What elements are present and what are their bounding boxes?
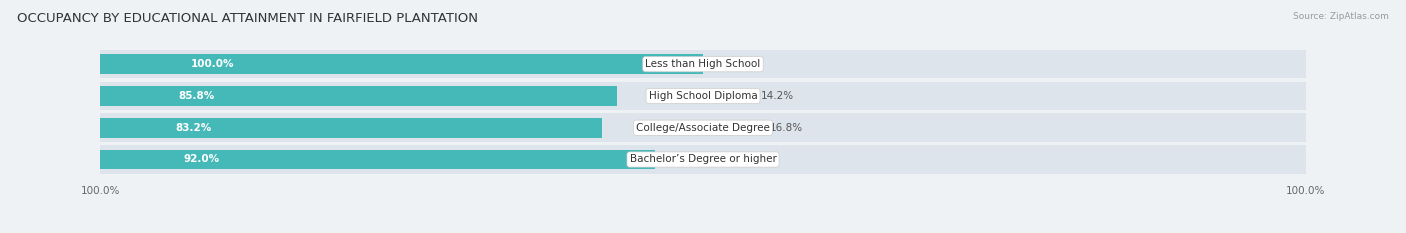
Bar xyxy=(100,145,1306,174)
Text: 14.2%: 14.2% xyxy=(761,91,793,101)
Text: Less than High School: Less than High School xyxy=(645,59,761,69)
Bar xyxy=(100,54,703,74)
Bar xyxy=(100,50,1306,79)
Text: 0.0%: 0.0% xyxy=(721,59,748,69)
Bar xyxy=(100,118,602,137)
Bar xyxy=(703,153,733,166)
Text: 85.8%: 85.8% xyxy=(179,91,214,101)
Bar xyxy=(100,82,1306,110)
Text: High School Diploma: High School Diploma xyxy=(648,91,758,101)
Text: Source: ZipAtlas.com: Source: ZipAtlas.com xyxy=(1294,12,1389,21)
Text: 8.0%: 8.0% xyxy=(738,154,765,164)
Bar xyxy=(703,154,724,164)
Text: OCCUPANCY BY EDUCATIONAL ATTAINMENT IN FAIRFIELD PLANTATION: OCCUPANCY BY EDUCATIONAL ATTAINMENT IN F… xyxy=(17,12,478,25)
Bar xyxy=(100,86,617,106)
Text: College/Associate Degree: College/Associate Degree xyxy=(636,123,770,133)
Text: 83.2%: 83.2% xyxy=(176,123,212,133)
Bar xyxy=(100,113,1306,142)
Text: 92.0%: 92.0% xyxy=(184,154,219,164)
Text: Bachelor’s Degree or higher: Bachelor’s Degree or higher xyxy=(630,154,776,164)
Bar xyxy=(703,123,748,133)
Legend: Owner-occupied, Renter-occupied: Owner-occupied, Renter-occupied xyxy=(586,230,820,233)
Bar xyxy=(100,150,655,169)
Bar xyxy=(703,121,763,134)
Bar xyxy=(703,91,741,101)
Bar xyxy=(703,89,755,102)
Text: 16.8%: 16.8% xyxy=(769,123,803,133)
Text: 100.0%: 100.0% xyxy=(191,59,235,69)
